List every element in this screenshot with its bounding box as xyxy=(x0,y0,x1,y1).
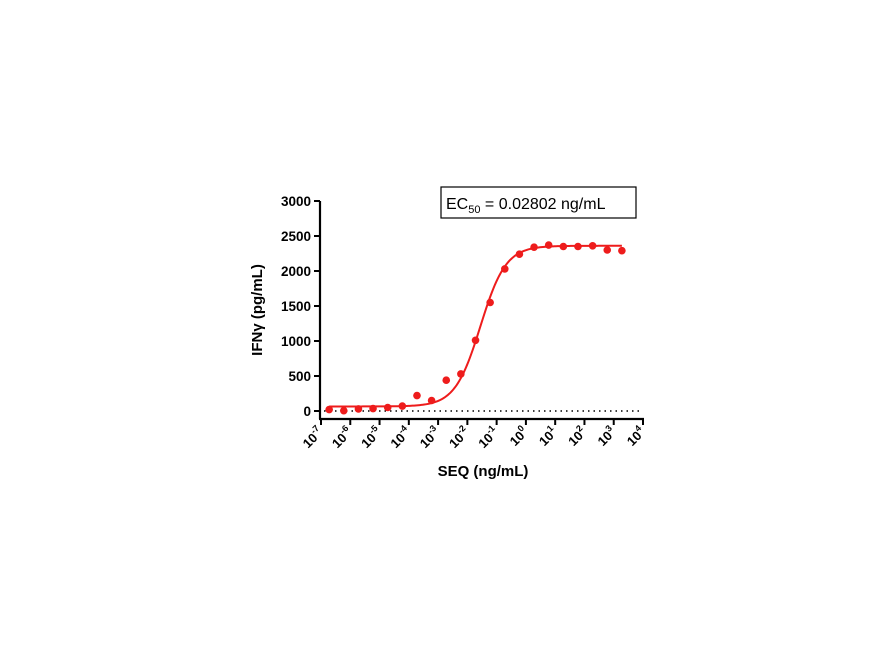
ec50-annotation: EC50 = 0.02802 ng/mL xyxy=(440,186,637,219)
data-point xyxy=(486,298,494,307)
fit-curve xyxy=(329,244,622,408)
data-point xyxy=(559,242,568,251)
y-axis-label: IFNγ (pg/mL) xyxy=(249,264,266,356)
data-point xyxy=(457,370,465,378)
x-tick-label: 10-3 xyxy=(415,423,443,451)
data-point xyxy=(354,405,363,413)
data-point xyxy=(515,250,524,258)
x-tick-label: 10-6 xyxy=(327,423,355,451)
data-point xyxy=(442,376,451,385)
data-point xyxy=(471,336,480,345)
y-tick-label: 3000 xyxy=(281,194,311,209)
x-tick-exponent: 2 xyxy=(574,423,585,434)
x-tick-label: 104 xyxy=(622,423,648,449)
annotation-suffix: = 0.02802 ng/mL xyxy=(480,196,605,213)
x-tick-exponent: 4 xyxy=(633,423,644,434)
annotation-subscript: 50 xyxy=(468,204,480,216)
y-tick-label: 500 xyxy=(288,369,311,384)
data-point xyxy=(618,246,626,255)
y-tick-label: 2500 xyxy=(281,229,311,244)
data-point xyxy=(588,242,597,250)
data-point xyxy=(603,246,612,254)
x-tick-label: 10-1 xyxy=(474,423,502,451)
data-point xyxy=(427,396,436,405)
data-point xyxy=(500,265,509,273)
data-point xyxy=(339,406,348,415)
x-tick-label: 10-5 xyxy=(357,423,385,451)
x-tick-label: 101 xyxy=(535,423,561,449)
data-point xyxy=(530,243,538,251)
annotation-prefix: EC xyxy=(446,196,468,213)
y-tick-label: 1000 xyxy=(281,334,311,349)
data-point xyxy=(544,241,553,249)
data-point xyxy=(383,403,392,412)
x-tick-exponent: 1 xyxy=(545,423,556,434)
x-tick-label: 100 xyxy=(505,423,531,449)
x-tick-label: 103 xyxy=(593,423,619,449)
x-tick-label: 10-2 xyxy=(445,423,473,451)
x-tick-exponent: 3 xyxy=(603,423,614,434)
y-tick-label: 0 xyxy=(303,404,311,419)
data-point xyxy=(369,404,377,413)
x-axis-label: SEQ (ng/mL) xyxy=(438,463,529,480)
x-tick-label: 10-4 xyxy=(386,423,414,451)
data-point xyxy=(325,405,333,414)
data-point xyxy=(398,402,407,410)
annotation-box xyxy=(440,186,637,219)
x-tick-label: 10-7 xyxy=(298,423,326,451)
svg-text:EC50 = 0.02802 ng/mL: EC50 = 0.02802 ng/mL xyxy=(446,196,606,216)
data-point xyxy=(574,242,582,251)
y-tick-label: 2000 xyxy=(281,264,311,279)
x-tick-exponent: 0 xyxy=(515,423,526,434)
x-tick-label: 102 xyxy=(564,423,590,449)
y-tick-label: 1500 xyxy=(281,299,311,314)
data-point xyxy=(413,391,421,400)
